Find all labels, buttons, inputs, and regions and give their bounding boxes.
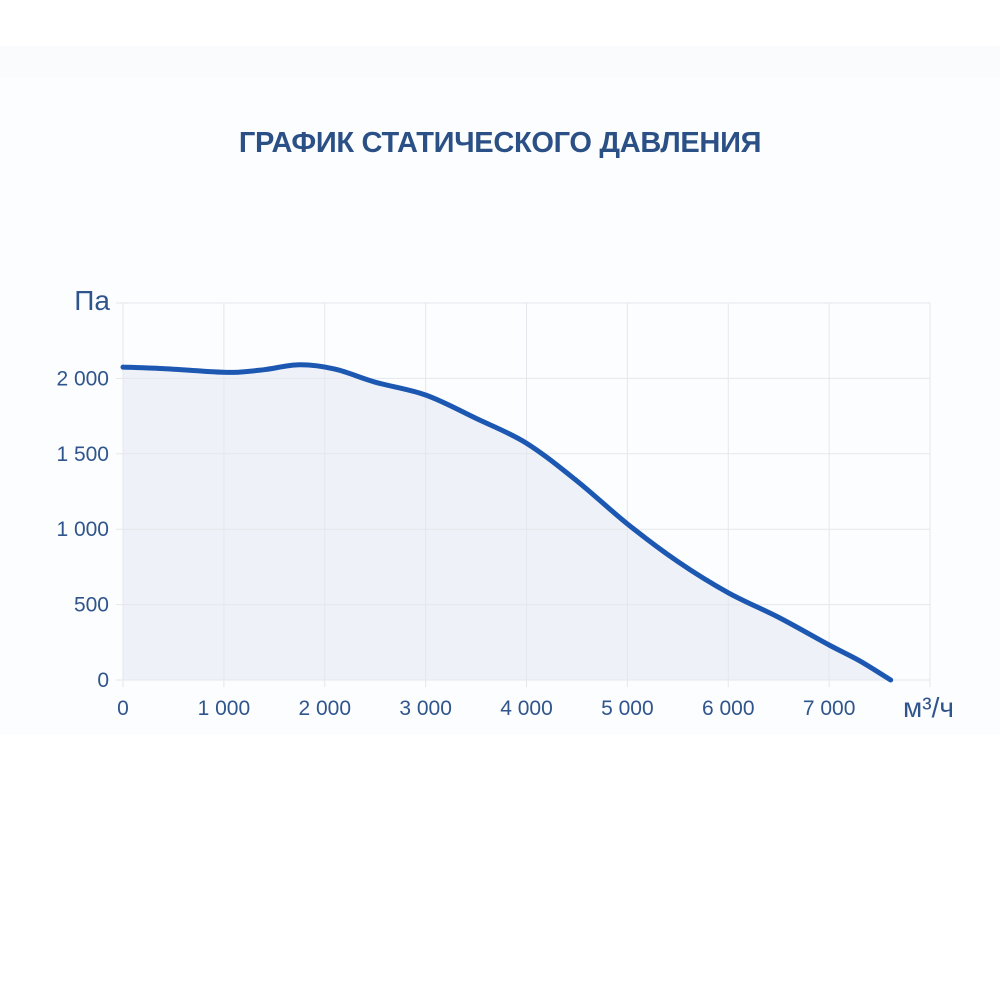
static-pressure-curve bbox=[120, 362, 894, 683]
y-tick-label: 1 000 bbox=[56, 518, 109, 541]
x-tick-label: 4 000 bbox=[500, 697, 553, 720]
x-tick-label: 0 bbox=[117, 697, 129, 720]
pressure-area-fill bbox=[123, 364, 891, 680]
y-tick-label: 500 bbox=[74, 594, 109, 617]
header-band bbox=[0, 46, 1000, 78]
static-pressure-chart: 0 500 1 000 1 500 2 000 0 1 000 2 000 3 000 4 000… bbox=[56, 302, 931, 720]
x-tick-label: 7 000 bbox=[803, 697, 856, 720]
chart-title: ГРАФИК СТАТИЧЕСКОГО ДАВЛЕНИЯ bbox=[238, 127, 762, 159]
x-tick-label: 3 000 bbox=[399, 697, 452, 720]
y-tick-label: 1 500 bbox=[56, 443, 109, 466]
x-tick-label: 6 000 bbox=[702, 697, 755, 720]
x-tick-label: 5 000 bbox=[601, 697, 654, 720]
y-axis-unit-label: Па bbox=[74, 285, 110, 316]
x-tick-label: 1 000 bbox=[198, 697, 251, 720]
x-tick-label: 2 000 bbox=[298, 697, 351, 720]
y-tick-label: 2 000 bbox=[56, 367, 109, 390]
x-axis-unit-label: м³/ч bbox=[903, 692, 954, 723]
y-tick-label: 0 bbox=[97, 669, 109, 692]
